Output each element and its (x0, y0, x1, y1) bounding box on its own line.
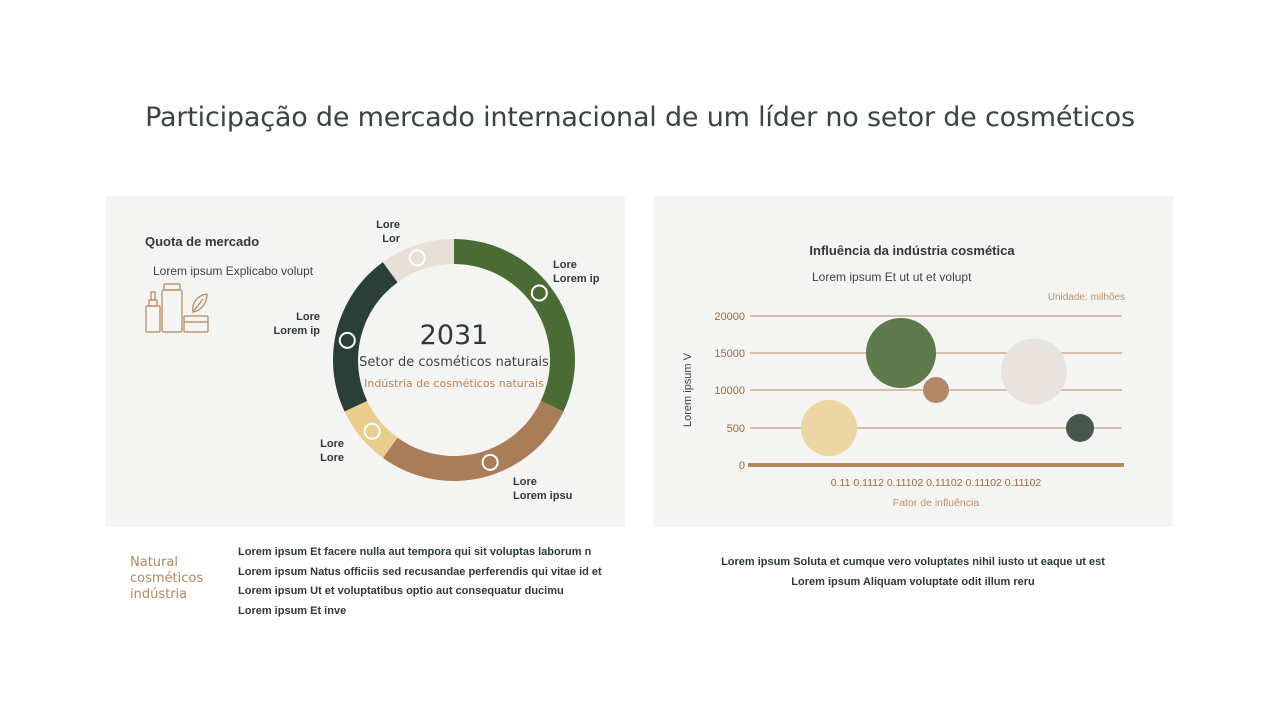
donut-marker-1 (481, 453, 499, 471)
chart-subtitle: Lorem ipsum Et ut ut et volupt (812, 270, 972, 284)
panel-title: Quota de mercado (145, 234, 260, 249)
donut-center-sublabel: Indústria de cosméticos naturais (364, 377, 544, 390)
description-line: Lorem ipsum Et inve (238, 604, 347, 617)
donut-chart (333, 239, 575, 481)
bubble-0 (801, 400, 857, 456)
unit-label: Unidade: milhões (1047, 292, 1125, 303)
bubble-chart: 0 500 10000 15000 20000 Lorem ipsum V 0.11 0.1… (682, 311, 1124, 509)
description-line: Lorem ipsum Soluta et cumque vero volupt… (721, 556, 1105, 568)
y-tick-label: 20000 (714, 311, 745, 323)
donut-label-0: Lore Lorem ip (553, 259, 600, 285)
description-line: Lorem ipsum Et facere nulla aut tempora … (238, 546, 592, 558)
donut-segment-3 (333, 262, 398, 412)
y-axis-label: Lorem ipsum V (682, 352, 694, 427)
left-description: Lorem ipsum Et facere nulla aut tempora … (238, 543, 602, 621)
donut-label-1: Lore Lorem ipsu (513, 476, 573, 502)
x-tick-labels: 0.11 0.1112 0.11102 0.11102 0.11102 0.11… (831, 477, 1042, 489)
right-description: Lorem ipsum Soluta et cumque vero volupt… (653, 553, 1173, 592)
donut-center-year: 2031 (419, 320, 489, 351)
donut-label-4: Lore Lor (376, 219, 400, 245)
y-tick-label: 15000 (714, 348, 745, 360)
panel-subtitle: Lorem ipsum Explicabo volupt (153, 264, 314, 278)
description-line: Lorem ipsum Ut et voluptatibus optio aut… (238, 585, 564, 597)
donut-marker-2 (363, 422, 381, 440)
x-axis-label: Fator de influência (893, 497, 980, 509)
bubble-4 (1066, 414, 1094, 442)
description-line: Lorem ipsum Aliquam voluptate odit illum… (791, 575, 1035, 588)
bubble-1 (866, 318, 936, 388)
market-share-panel: Quota de mercado Lorem ipsum Explicabo v… (106, 196, 625, 527)
donut-marker-4 (408, 249, 426, 267)
y-tick-label: 0 (739, 460, 745, 472)
category-label: Natural cosméticos indústria (130, 555, 204, 602)
x-axis-baseline (748, 463, 1124, 467)
y-tick-label: 500 (727, 423, 745, 435)
donut-center-label: Setor de cosméticos naturais (359, 355, 549, 370)
donut-segment-1 (382, 400, 564, 481)
bubble-2 (923, 377, 949, 403)
chart-title: Influência da indústria cosmética (809, 243, 1015, 258)
page-title: Participação de mercado internacional de… (145, 102, 1135, 133)
description-line: Lorem ipsum Natus officiis sed recusanda… (238, 565, 602, 578)
influence-panel: Influência da indústria cosmética Lorem … (653, 196, 1173, 527)
bubble-3 (1001, 338, 1067, 405)
donut-marker-0 (530, 284, 548, 302)
y-tick-label: 10000 (714, 385, 745, 397)
donut-label-3: Lore Lorem ip (273, 311, 320, 337)
donut-segment-0 (454, 239, 575, 412)
cosmetics-bottles-leaf-icon (145, 283, 209, 333)
donut-label-2: Lore Lore (320, 438, 344, 464)
donut-marker-3 (338, 331, 356, 349)
